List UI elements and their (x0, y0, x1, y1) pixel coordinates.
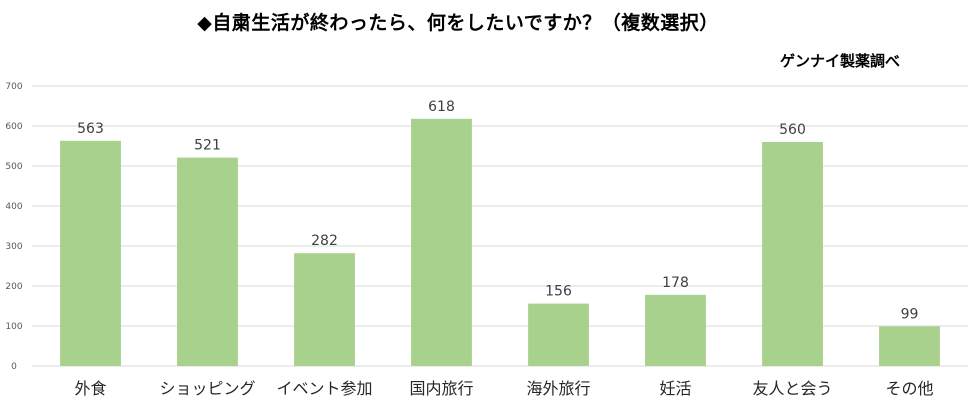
x-tick-label: イベント参加 (276, 379, 372, 398)
x-tick-label: 妊活 (659, 379, 691, 398)
y-tick-label: 600 (5, 122, 22, 132)
data-label: 156 (545, 284, 572, 300)
bar (879, 326, 940, 366)
data-label: 521 (194, 138, 221, 154)
data-label: 178 (662, 275, 689, 291)
data-label: 618 (428, 99, 455, 115)
y-tick-label: 100 (5, 322, 22, 332)
bar (528, 303, 589, 366)
x-tick-label: その他 (885, 379, 933, 398)
x-tick-label: 国内旅行 (409, 379, 473, 398)
bar (762, 142, 823, 366)
y-tick-label: 500 (5, 162, 22, 172)
data-label: 563 (77, 121, 104, 137)
x-tick-label: 外食 (74, 379, 106, 398)
chart-title: ◆自粛生活が終わったら、何をしたいですか？（複数選択） (0, 8, 976, 35)
y-tick-label: 0 (11, 362, 17, 372)
chart-source-note: ゲンナイ製薬調べ (780, 52, 901, 70)
bar (60, 140, 121, 366)
chart-title-text: ◆自粛生活が終わったら、何をしたいですか？（複数選択） (197, 12, 719, 34)
y-tick-label: 700 (5, 82, 22, 92)
y-tick-label: 400 (5, 202, 22, 212)
x-tick-label: 海外旅行 (526, 379, 590, 398)
bar (645, 294, 706, 366)
data-label: 99 (901, 306, 919, 322)
x-tick-label: 友人と会う (752, 379, 832, 398)
y-tick-label: 300 (5, 242, 22, 252)
bar (411, 118, 472, 366)
bar (294, 253, 355, 366)
bar (177, 157, 238, 366)
data-label: 560 (779, 122, 806, 138)
data-label: 282 (311, 233, 338, 249)
y-tick-label: 200 (5, 282, 22, 292)
x-tick-label: ショッピング (159, 379, 255, 398)
